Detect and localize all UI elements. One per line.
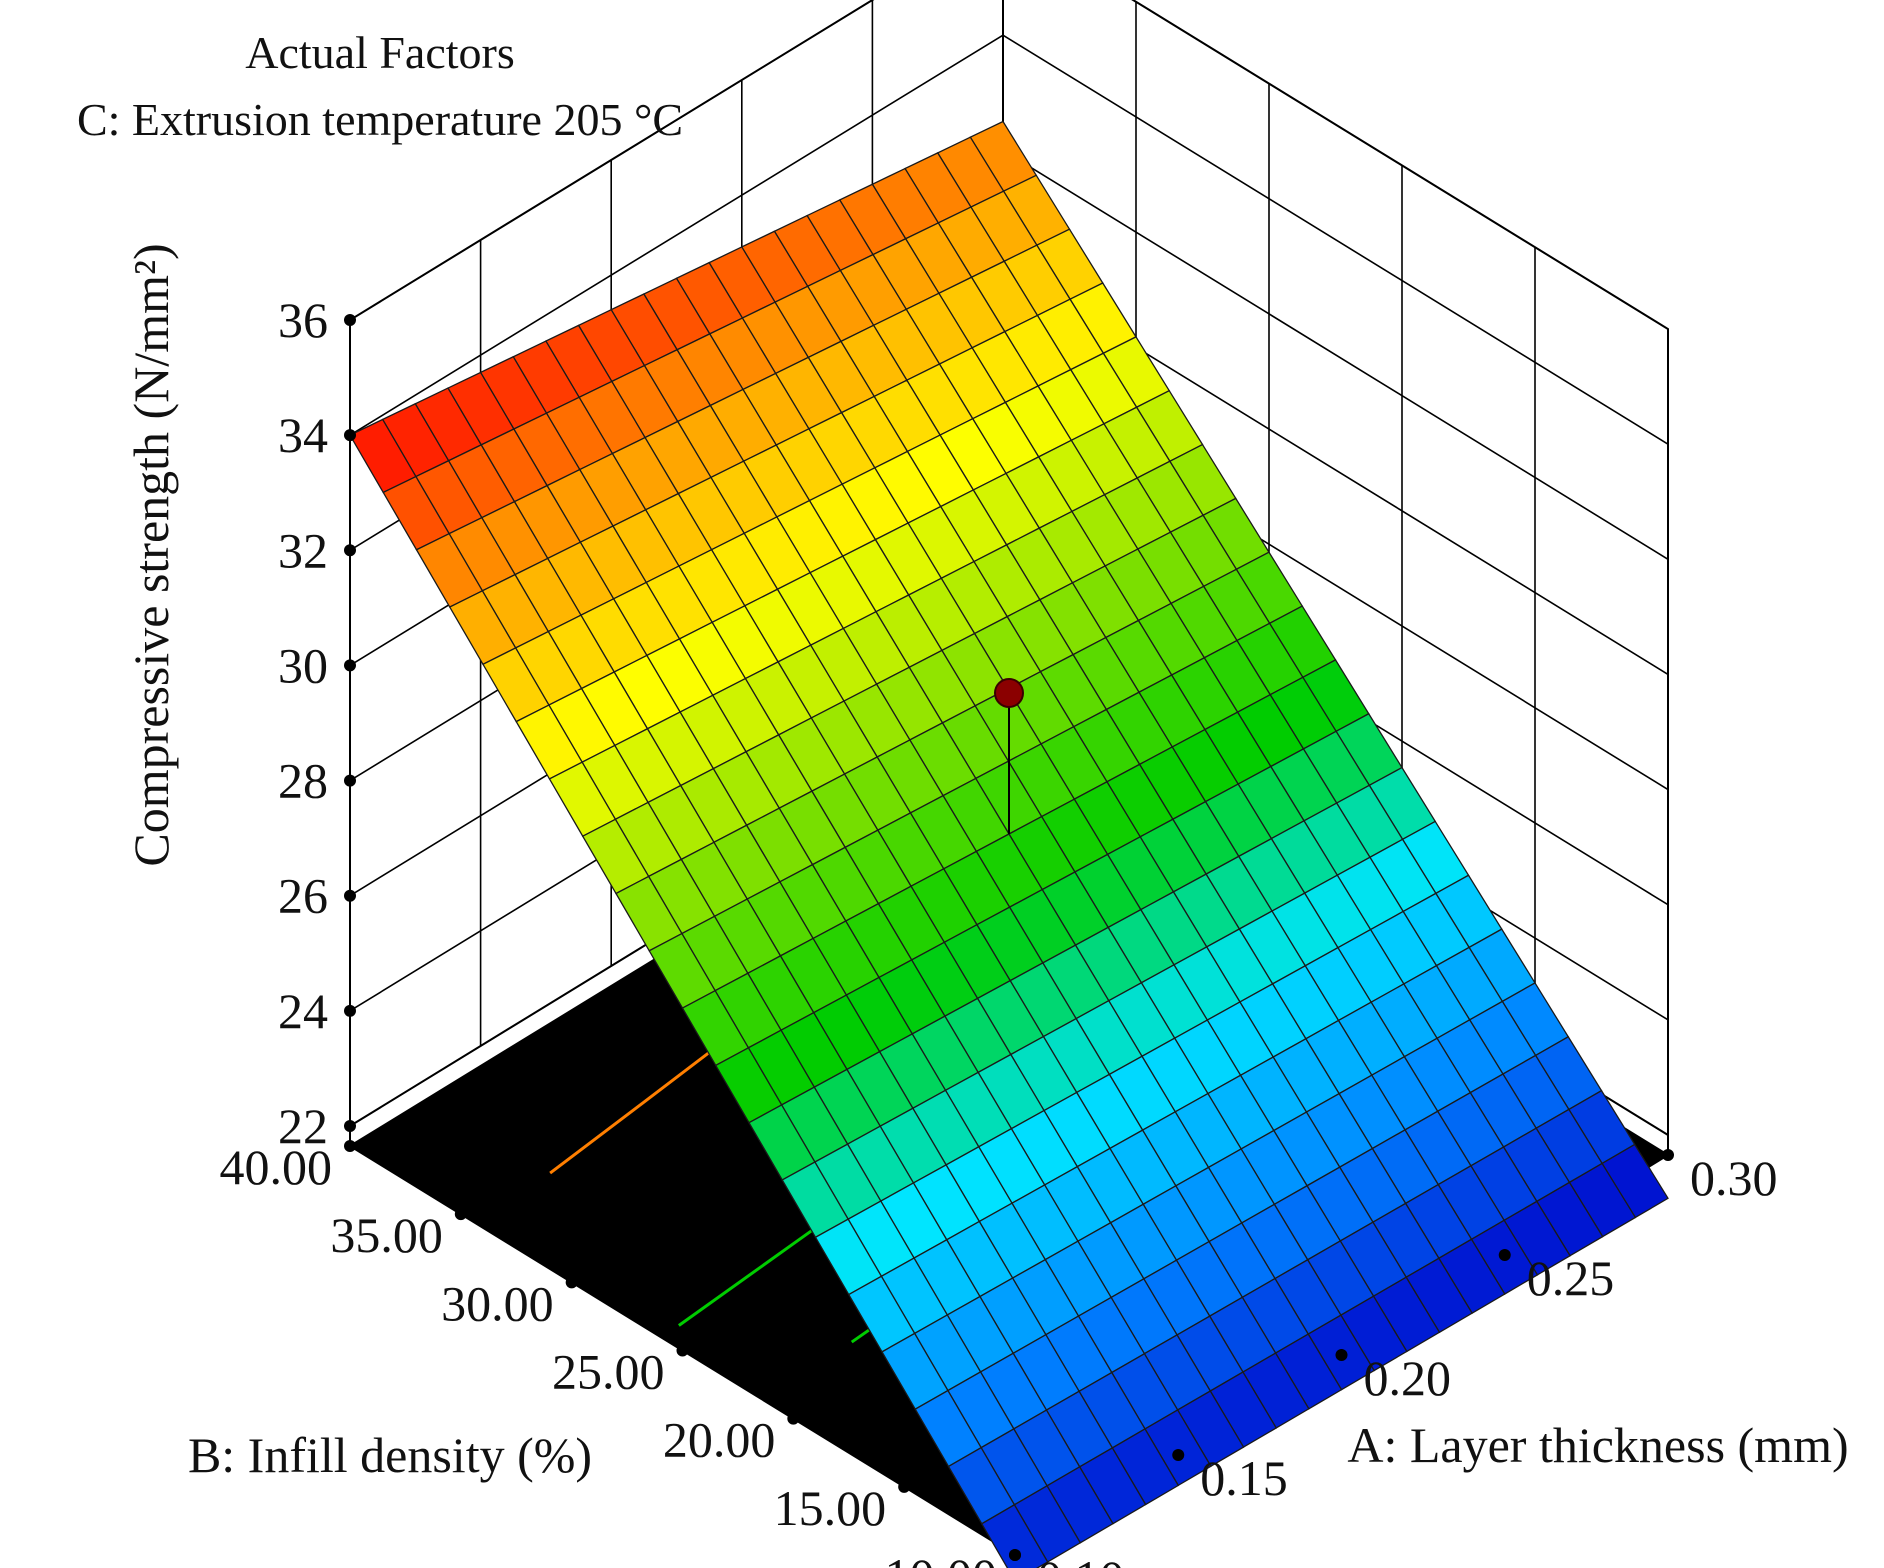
z-tick-label: 26	[278, 868, 328, 924]
z-tick-label: 30	[278, 637, 328, 693]
z-tick-dot	[344, 429, 356, 442]
y-tick-label: 30.00	[441, 1275, 554, 1331]
y-tick-dot	[676, 1344, 689, 1357]
y-axis-label: B: Infill density (%)	[188, 1427, 592, 1483]
x-tick-label: 0.30	[1690, 1150, 1778, 1206]
z-tick-label: 32	[278, 522, 328, 578]
x-tick-dot	[1172, 1449, 1185, 1461]
design-point-marker	[994, 677, 1024, 708]
x-tick-dot	[1662, 1149, 1674, 1161]
x-tick-dot	[1335, 1349, 1348, 1361]
z-tick-dot	[344, 544, 356, 557]
surface-cell	[980, 1503, 1049, 1568]
design-points	[994, 677, 1024, 835]
x-tick-label: 0.25	[1527, 1250, 1615, 1306]
y-tick-dot	[787, 1412, 800, 1425]
axis-ticks: 22 24 26 28 30 32 34 36 10.00 15.00 20.00 25.00 30.0…	[220, 292, 1778, 1568]
z-tick-dot	[344, 314, 356, 326]
y-tick-label: 20.00	[663, 1412, 776, 1468]
x-tick-dot	[1498, 1249, 1511, 1261]
chart-subtitle: C: Extrusion temperature 205 °C	[77, 94, 683, 145]
z-tick-dot	[344, 659, 356, 672]
y-tick-dot	[565, 1276, 578, 1289]
z-tick-dot	[344, 774, 356, 787]
y-tick-label: 10.00	[885, 1548, 998, 1568]
z-tick-label: 22	[278, 1098, 328, 1154]
y-tick-label: 15.00	[774, 1480, 887, 1536]
z-tick-label: 28	[278, 753, 328, 809]
y-tick-dot	[344, 1140, 356, 1152]
z-tick-dot	[344, 889, 356, 902]
response-surface	[349, 120, 1669, 1568]
z-tick-label: 36	[278, 292, 328, 348]
x-axis-label: A: Layer thickness (mm)	[1347, 1417, 1848, 1473]
x-tick-label: 0.20	[1364, 1350, 1452, 1406]
z-tick-dot	[344, 1120, 356, 1132]
z-axis-label: Compressive strength (N/mm²)	[123, 243, 179, 866]
z-tick-label: 34	[278, 407, 328, 463]
y-tick-label: 40.00	[220, 1139, 333, 1195]
x-tick-label: 0.15	[1200, 1450, 1288, 1506]
z-tick-label: 24	[278, 983, 328, 1039]
x-tick-dot	[1009, 1549, 1021, 1561]
y-tick-dot	[454, 1208, 467, 1221]
y-tick-label: 25.00	[552, 1344, 665, 1400]
wall-gridline-z	[349, 0, 1669, 330]
z-tick-dot	[344, 1004, 356, 1017]
chart-title: Actual Factors	[245, 27, 515, 78]
y-tick-dot	[898, 1480, 911, 1493]
x-tick-label: 0.10	[1037, 1550, 1125, 1568]
y-tick-label: 35.00	[330, 1207, 443, 1263]
